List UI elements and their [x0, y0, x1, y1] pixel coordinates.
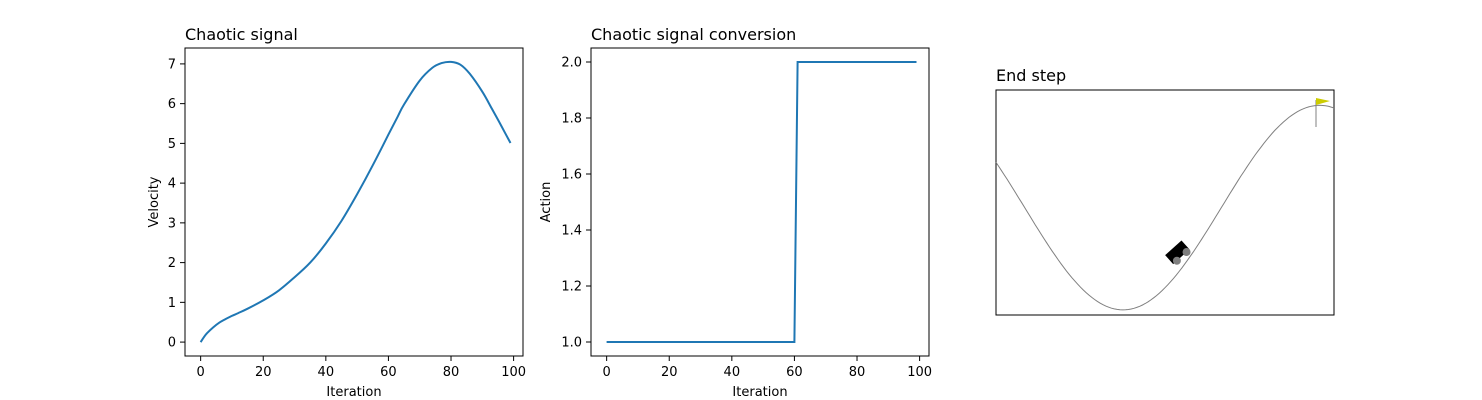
action-xtick-label: 80 — [849, 365, 866, 380]
action-ytick-label: 1.2 — [561, 280, 582, 295]
velocity-series-line — [199, 60, 512, 343]
x-ticks-velocity: 0 20 40 60 80 100 — [197, 356, 526, 380]
chart-title-action: Chaotic signal conversion — [591, 25, 796, 44]
y-ticks-action: 1.0 1.2 1.4 1.6 1.8 2.0 — [561, 56, 591, 351]
plot-frame-velocity — [184, 47, 524, 357]
plot-frame-action — [590, 47, 930, 357]
action-xtick-label: 0 — [603, 365, 611, 380]
mountain-terrain-curve — [995, 104, 1335, 311]
car-body — [1165, 240, 1190, 265]
velocity-chart: Chaotic signal 0 20 40 60 80 100 0 1 2 3 4 5 6 7 Ite… — [147, 25, 526, 400]
action-xtick-label: 40 — [724, 365, 741, 380]
action-xtick-label: 100 — [907, 365, 932, 380]
velocity-ytick-label: 2 — [168, 256, 176, 271]
velocity-ytick-label: 7 — [168, 57, 176, 72]
end-step-render: End step — [995, 66, 1335, 316]
action-ytick-label: 2.0 — [561, 56, 582, 71]
velocity-xtick-label: 80 — [443, 365, 460, 380]
y-axis-label-action: Action — [539, 182, 554, 223]
velocity-xtick-label: 100 — [501, 365, 526, 380]
action-ytick-label: 1.0 — [561, 336, 582, 351]
velocity-xtick-label: 60 — [380, 365, 397, 380]
action-ytick-label: 1.4 — [561, 224, 582, 239]
x-axis-label-velocity: Iteration — [326, 385, 381, 400]
chart-title-end-step: End step — [996, 66, 1066, 85]
x-axis-label-action: Iteration — [732, 385, 787, 400]
y-ticks-velocity: 0 1 2 3 4 5 6 7 — [168, 57, 185, 351]
velocity-ytick-label: 4 — [168, 177, 176, 192]
velocity-ytick-label: 5 — [168, 137, 176, 152]
render-frame — [995, 89, 1335, 316]
action-chart: Chaotic signal conversion 0 20 40 60 80 100 1… — [539, 25, 932, 400]
velocity-ytick-label: 1 — [168, 296, 176, 311]
velocity-xtick-label: 40 — [318, 365, 335, 380]
velocity-ytick-label: 3 — [168, 216, 176, 231]
action-xtick-label: 20 — [661, 365, 678, 380]
car-wheel-front — [1182, 248, 1191, 257]
chart-title-velocity: Chaotic signal — [185, 25, 298, 44]
car-icon — [1165, 240, 1191, 265]
action-ytick-label: 1.8 — [561, 112, 582, 127]
x-ticks-action: 0 20 40 60 80 100 — [603, 356, 932, 380]
velocity-ytick-label: 0 — [168, 336, 176, 351]
velocity-xtick-label: 20 — [255, 365, 272, 380]
car-wheel-rear — [1172, 256, 1181, 265]
velocity-ytick-label: 6 — [168, 97, 176, 112]
action-ytick-label: 1.6 — [561, 168, 582, 183]
y-axis-label-velocity: Velocity — [147, 176, 162, 227]
action-series-line — [606, 61, 917, 343]
velocity-xtick-label: 0 — [197, 365, 205, 380]
goal-flag-icon — [1316, 98, 1330, 105]
action-xtick-label: 60 — [786, 365, 803, 380]
